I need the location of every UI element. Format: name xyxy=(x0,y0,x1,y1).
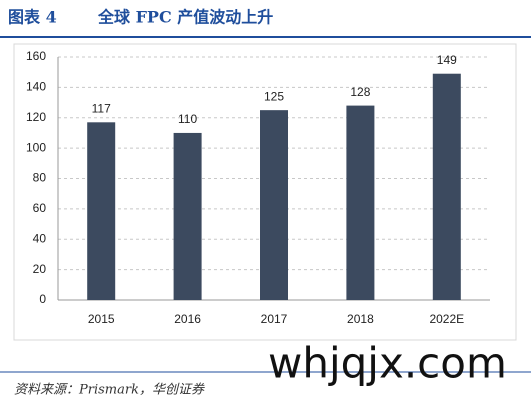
bar xyxy=(260,110,288,300)
bar xyxy=(87,122,116,301)
data-label: 110 xyxy=(178,112,197,126)
x-tick-label: 2015 xyxy=(88,312,115,326)
y-tick-label: 40 xyxy=(33,231,47,245)
data-label: 117 xyxy=(92,101,111,115)
y-tick-label: 100 xyxy=(26,140,46,154)
bar xyxy=(432,73,461,300)
data-label: 149 xyxy=(437,53,457,67)
y-tick-label: 20 xyxy=(33,262,47,276)
source-note: 资料来源：Prismark，华创证券 xyxy=(14,383,205,398)
y-tick-label: 80 xyxy=(33,171,47,185)
chart-frame xyxy=(13,43,517,341)
bar xyxy=(173,132,202,300)
x-tick-label: 2022E xyxy=(429,312,464,326)
x-tick-label: 2016 xyxy=(174,312,201,326)
watermark: whjqjx.com xyxy=(268,339,507,388)
chart-title: 全球 FPC 产值波动上升 xyxy=(97,8,273,27)
bar xyxy=(346,105,375,300)
x-tick-label: 2018 xyxy=(347,312,374,326)
figure-label: 图表 4 xyxy=(8,8,57,27)
x-tick-label: 2017 xyxy=(261,312,288,326)
data-label: 128 xyxy=(350,85,370,99)
y-tick-label: 120 xyxy=(26,110,46,124)
y-tick-label: 0 xyxy=(39,292,46,306)
y-tick-label: 140 xyxy=(26,80,46,94)
data-label: 125 xyxy=(264,89,284,103)
y-tick-label: 160 xyxy=(26,49,46,63)
y-tick-label: 60 xyxy=(33,201,47,215)
